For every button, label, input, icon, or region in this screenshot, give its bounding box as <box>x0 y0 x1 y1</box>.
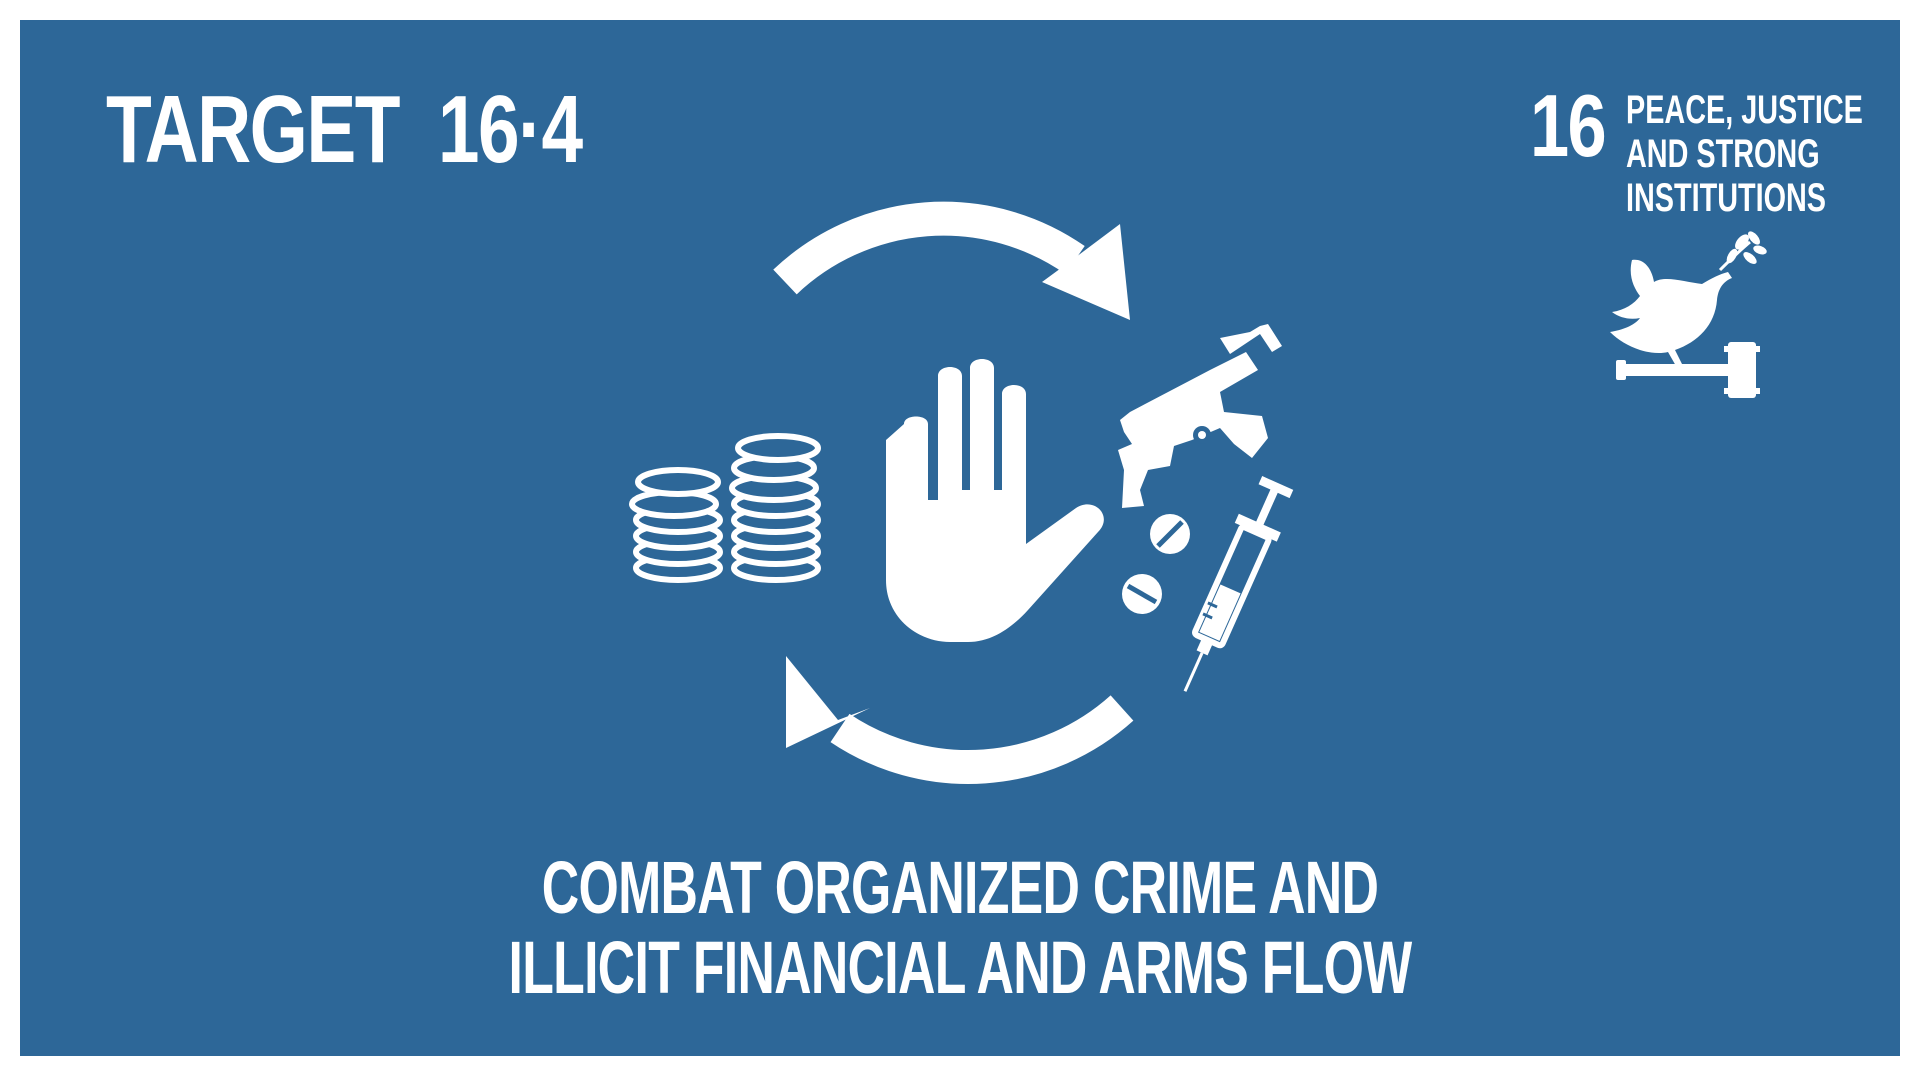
goal-name-line: AND STRONG <box>1626 132 1820 176</box>
cycle-arrows-icon <box>773 201 1134 785</box>
target-description: COMBAT ORGANIZED CRIME AND ILLICIT FINAN… <box>20 848 1900 1008</box>
caption-line: COMBAT ORGANIZED CRIME AND <box>541 846 1379 929</box>
target-heading: TARGET 16·4 <box>106 82 583 178</box>
dove-icon <box>1610 231 1767 366</box>
goal-name: PEACE, JUSTICE AND STRONG INSTITUTIONS <box>1626 88 1863 220</box>
pills-icon <box>1122 514 1190 614</box>
target-label: TARGET <box>106 76 400 183</box>
caption-line: ILLICIT FINANCIAL AND ARMS FLOW <box>508 926 1413 1009</box>
rifle-icon <box>1118 324 1282 508</box>
stop-hand-icon <box>886 359 1104 642</box>
goal-name-line: PEACE, JUSTICE <box>1626 88 1863 132</box>
gavel-icon <box>1616 342 1760 398</box>
target-number: 16·4 <box>437 76 583 183</box>
goal-number: 16 <box>1530 76 1607 175</box>
coin-stacks-icon <box>629 433 821 583</box>
target-card: TARGET 16·4 16 PEACE, JUSTICE AND STRONG … <box>20 20 1900 1056</box>
goal-name-line: INSTITUTIONS <box>1626 176 1827 220</box>
syringe-icon <box>1183 476 1294 692</box>
illustration <box>629 201 1767 785</box>
